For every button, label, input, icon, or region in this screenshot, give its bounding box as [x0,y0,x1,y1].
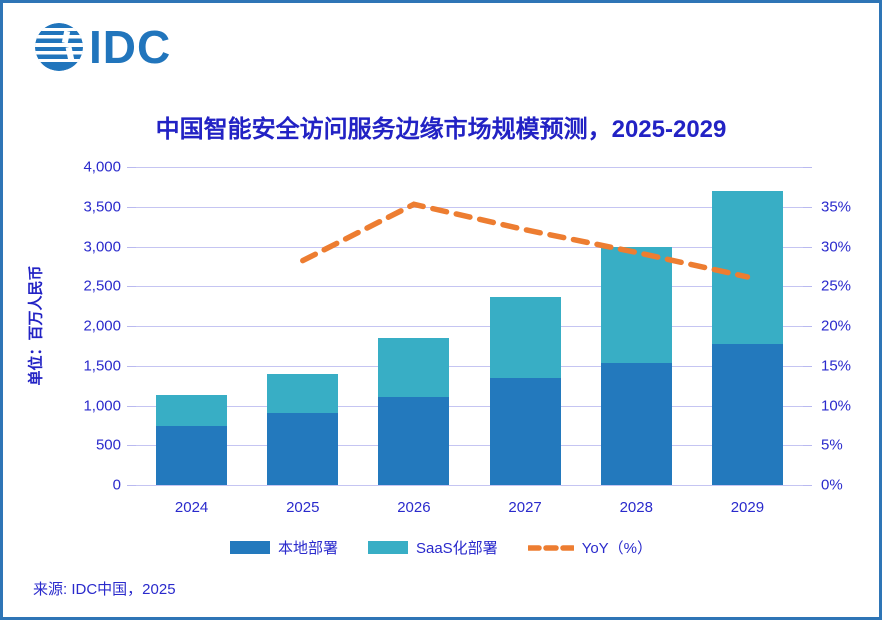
gridline [136,206,803,208]
idc-logo: IDC [33,21,171,73]
gridline [136,445,803,447]
y-axis-tick-label: 1,000 [83,397,121,414]
bar-saas-2029 [711,190,783,345]
legend-dashed-line-icon [527,544,574,551]
y2-axis-tick-label: 15% [821,357,852,375]
x-axis-label-2026: 2026 [397,499,431,516]
y2-axis-tick-label: 25% [821,277,852,295]
left-tick-mark [127,445,136,447]
left-tick-mark [127,326,136,327]
bar-local-2024 [156,426,228,485]
y2-axis-tick-label: 10% [821,397,852,414]
bar-local-2026 [378,396,450,485]
legend-item-0: 本地部署 [229,537,338,558]
legend-swatch-icon [229,541,270,554]
bar-local-2025 [267,413,339,485]
gridline [136,326,803,327]
y-axis-tick-label: 4,000 [83,158,121,176]
right-tick-mark [803,405,812,407]
right-tick-mark [803,246,812,248]
x-axis-label-2027: 2027 [508,499,542,516]
y-axis-tick-label: 0 [112,476,121,494]
bar-saas-2026 [378,337,450,397]
chart-title: 中国智能安全访问服务边缘市场规模预测，2025-2029 [155,116,727,143]
source-note: 来源: IDC中国，2025 [33,581,176,598]
legend-item-2: YoY（%） [527,537,653,558]
bar-saas-2024 [156,395,228,427]
bar-saas-2027 [489,296,561,379]
x-axis-label-2025: 2025 [286,499,320,516]
legend-label: 本地部署 [277,540,338,557]
left-tick-mark [127,167,136,168]
right-tick-mark [803,326,812,327]
right-tick-mark [803,445,812,447]
gridline [136,286,803,288]
gridline [136,485,803,486]
y2-axis-tick-label: 20% [821,317,852,335]
idc-logo-text: IDC [89,21,172,73]
y2-axis-tick-label: 35% [821,198,852,216]
y2-axis-tick-label: 5% [821,436,843,454]
y-axis-tick-label: 3,500 [83,198,121,216]
bar-local-2028 [600,363,672,485]
legend-item-1: SaaS化部署 [367,537,498,558]
left-tick-mark [127,405,136,407]
x-axis-label-2024: 2024 [174,499,209,516]
y-axis-tick-label: 2,000 [83,317,121,335]
gridline [136,167,803,168]
legend-label: SaaS化部署 [415,540,498,557]
legend-swatch-icon [367,541,408,554]
left-tick-mark [127,365,136,367]
x-axis-label-2029: 2029 [730,499,765,516]
left-tick-mark [127,206,136,208]
y-axis-tick-label: 2,500 [83,277,121,295]
y-axis-unit-label: 单位：百万人民币 [27,265,45,386]
gridline [136,246,803,248]
left-tick-mark [127,485,136,486]
right-tick-mark [803,485,812,486]
right-tick-mark [803,365,812,367]
bar-local-2027 [489,378,561,485]
y-axis-tick-label: 1,500 [83,357,121,375]
left-tick-mark [127,286,136,288]
gridline [136,365,803,367]
gridline [136,405,803,407]
y-axis-tick-label: 500 [95,436,121,454]
right-tick-mark [803,167,812,168]
chart-legend: 本地部署 SaaS化部署 YoY（%） [3,537,879,558]
bar-saas-2028 [600,246,672,364]
right-tick-mark [803,286,812,288]
y2-axis-tick-label: 0% [821,476,843,494]
bar-local-2029 [711,344,783,485]
y-axis-tick-label: 3,000 [83,238,121,255]
y2-axis-tick-label: 30% [821,238,852,255]
x-axis-label-2028: 2028 [619,499,653,516]
idc-globe-icon [35,23,83,71]
right-tick-mark [803,206,812,208]
bar-saas-2025 [267,373,339,414]
left-tick-mark [127,246,136,248]
legend-label: YoY（%） [581,540,653,557]
